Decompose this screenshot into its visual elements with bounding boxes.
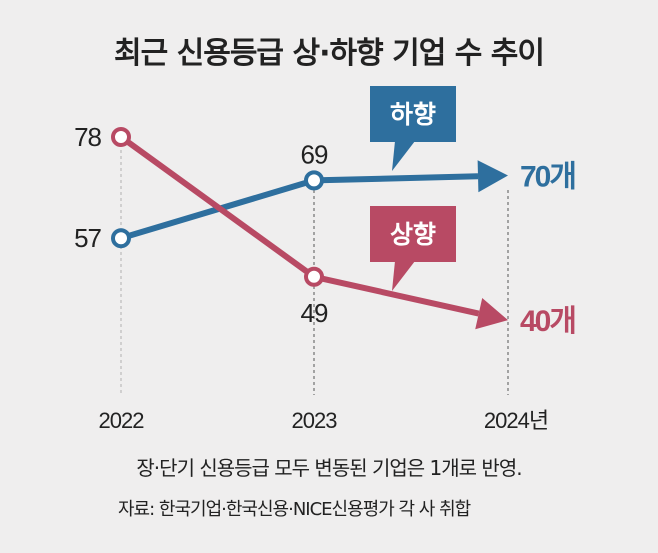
- data-label: 78: [74, 122, 101, 152]
- chart-title: 최근 신용등급 상·하향 기업 수 추이: [113, 36, 545, 71]
- callout-box: [370, 86, 456, 142]
- data-label: 57: [74, 223, 101, 253]
- x-tick-label: 2024년: [484, 408, 548, 433]
- data-point: [304, 170, 324, 191]
- data-point: [111, 127, 131, 147]
- x-tick-label: 2022: [99, 408, 145, 433]
- end-label: 70개: [520, 161, 575, 194]
- callout-box: [370, 206, 456, 262]
- callout-tail: [392, 141, 415, 171]
- data-label: 49: [301, 298, 328, 328]
- data-label: 69: [301, 139, 328, 169]
- legend-label: 상향: [390, 220, 436, 249]
- x-tick-label: 2023: [292, 408, 338, 433]
- data-point: [304, 266, 324, 287]
- legend-label: 하향: [390, 100, 436, 129]
- arrow-head: [477, 160, 508, 193]
- end-label: 40개: [520, 305, 575, 338]
- data-point: [111, 228, 131, 249]
- source: 자료: 한국기업·한국신용·NICE신용평가 각 사 취합: [118, 499, 471, 520]
- arrow-head: [475, 297, 508, 330]
- footnote: 장·단기 신용등급 모두 변동된 기업은 1개로 반영.: [136, 456, 522, 480]
- callout-tail: [392, 261, 415, 291]
